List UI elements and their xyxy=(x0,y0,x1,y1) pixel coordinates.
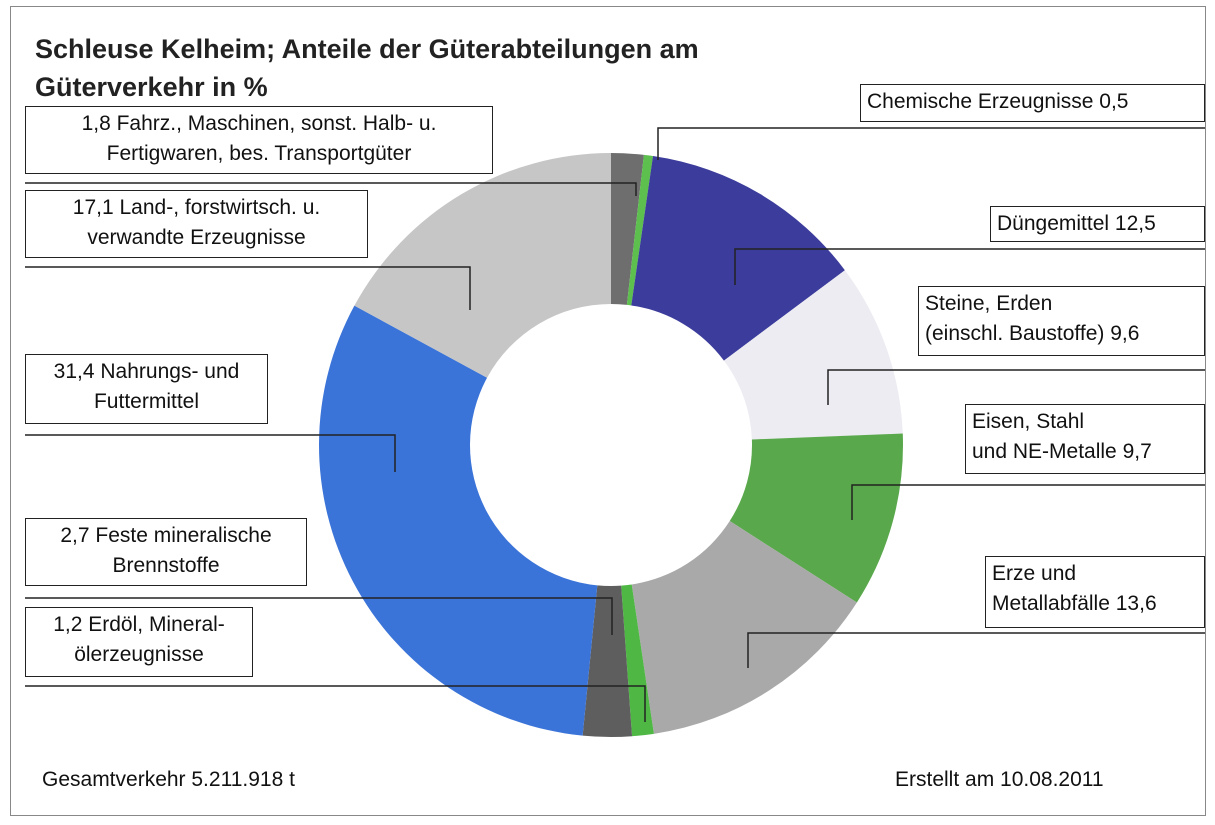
category-label: Steine, Erden (einschl. Baustoffe) xyxy=(925,292,1105,345)
donut-segment xyxy=(723,270,903,440)
value-label: 31,4 xyxy=(53,360,95,383)
data-label: 1,2 Erdöl, Mineral- ölerzeugnisse xyxy=(25,607,253,677)
leader-line xyxy=(851,484,1205,520)
footnote: Erstellt am 10.08.2011 xyxy=(895,768,1104,791)
data-label: Erze und Metallabfälle 13,6 xyxy=(985,556,1205,628)
value-label: 9,7 xyxy=(1122,440,1152,463)
category-label: Feste mineralische Brennstoffe xyxy=(95,524,272,577)
value-label: 1,8 xyxy=(81,112,111,135)
category-label: Eisen, Stahl und NE-Metalle xyxy=(972,410,1117,463)
leader-line xyxy=(25,685,646,722)
value-label: 0,5 xyxy=(1099,90,1129,113)
donut-segment xyxy=(582,585,633,737)
donut-segment xyxy=(354,152,611,378)
data-label: 1,8 Fahrz., Maschinen, sonst. Halb- u. F… xyxy=(25,106,493,174)
category-label: Düngemittel xyxy=(997,212,1110,235)
value-label: 9,6 xyxy=(1110,322,1140,345)
category-label: Land-, forstwirtsch. u. verwandte Erzeug… xyxy=(87,196,321,249)
value-label: 17,1 xyxy=(72,196,114,219)
category-label: Erdöl, Mineral- ölerzeugnisse xyxy=(74,613,225,666)
leader-line xyxy=(657,127,1205,160)
category-label: Fahrz., Maschinen, sonst. Halb- u. Ferti… xyxy=(106,112,437,165)
chart-title: Schleuse Kelheim; Anteile der Güterabtei… xyxy=(35,34,699,102)
donut-segment xyxy=(729,433,903,603)
donut-segment xyxy=(631,521,857,734)
leader-line xyxy=(25,597,613,635)
value-label: 13,6 xyxy=(1115,592,1157,615)
value-label: 1,2 xyxy=(53,613,83,636)
donut-segment xyxy=(318,305,598,736)
category-label: Chemische Erzeugnisse xyxy=(867,90,1094,113)
category-label: Erze und Metallabfälle xyxy=(992,562,1110,615)
data-label: Chemische Erzeugnisse 0,5 xyxy=(860,84,1205,122)
data-label: 17,1 Land-, forstwirtsch. u. verwandte E… xyxy=(25,190,368,258)
data-label: 2,7 Feste mineralische Brennstoffe xyxy=(25,518,307,586)
value-label: 12,5 xyxy=(1114,212,1156,235)
value-label: 2,7 xyxy=(60,524,90,547)
data-label: Steine, Erden (einschl. Baustoffe) 9,6 xyxy=(918,286,1205,356)
donut-segment xyxy=(631,156,845,361)
footnote: Gesamtverkehr 5.211.918 t xyxy=(42,768,295,791)
frame xyxy=(10,6,1206,816)
category-label: Nahrungs- und Futtermittel xyxy=(93,360,240,413)
leader-line xyxy=(25,434,396,472)
data-label: Eisen, Stahl und NE-Metalle 9,7 xyxy=(965,404,1205,474)
leader-line xyxy=(827,369,1205,405)
data-label: Düngemittel 12,5 xyxy=(990,206,1205,242)
data-label: 31,4 Nahrungs- und Futtermittel xyxy=(25,354,268,424)
leader-line xyxy=(747,632,1205,668)
donut-segment xyxy=(626,154,654,306)
leader-line xyxy=(734,248,1205,285)
leader-line xyxy=(25,266,471,310)
leader-line xyxy=(25,182,637,196)
